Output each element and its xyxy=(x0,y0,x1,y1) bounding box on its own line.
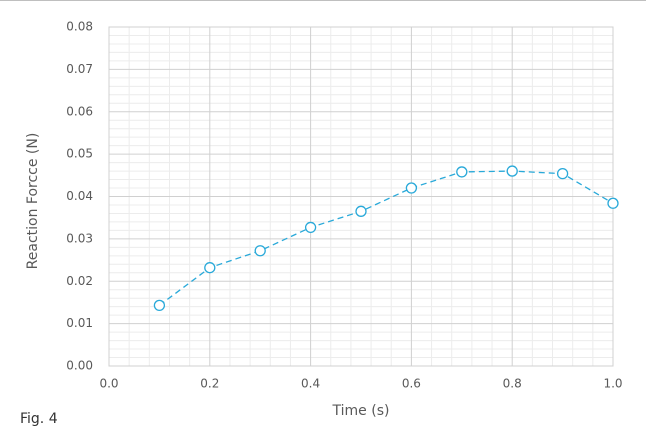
series-line xyxy=(159,170,614,306)
x-tick-label: 0.4 xyxy=(301,377,320,391)
y-tick-label: 0.04 xyxy=(66,189,93,203)
point xyxy=(506,165,518,177)
point xyxy=(405,182,418,194)
point xyxy=(204,262,216,274)
point xyxy=(456,166,468,178)
x-tick-label: 1.0 xyxy=(603,377,622,391)
x-tick-label: 0.0 xyxy=(99,377,118,391)
y-tick-label: 0.06 xyxy=(66,104,93,118)
y-tick-label: 0.02 xyxy=(66,274,93,288)
point xyxy=(304,221,317,234)
point xyxy=(153,299,166,312)
x-axis-title: Time (s) xyxy=(332,403,390,419)
y-tick-label: 0.01 xyxy=(66,316,93,330)
x-tick-label: 0.2 xyxy=(200,377,219,391)
y-tick-label: 0.08 xyxy=(66,20,93,34)
point xyxy=(556,167,569,180)
caption: Fig. 4 xyxy=(20,411,58,427)
y-tick-label: 0.07 xyxy=(66,62,93,76)
x-tick-label: 0.8 xyxy=(503,377,522,391)
y-tick-label: 0.03 xyxy=(66,231,93,245)
y-tick-label: 0.05 xyxy=(66,147,93,161)
x-tick-label: 0.6 xyxy=(402,377,421,391)
point xyxy=(254,245,266,257)
plot-border xyxy=(108,26,614,367)
point xyxy=(607,197,619,209)
point xyxy=(355,205,367,217)
y-tick-label: 0.00 xyxy=(66,359,93,373)
y-axis-title: Reaction Forcce (N) xyxy=(25,133,41,270)
